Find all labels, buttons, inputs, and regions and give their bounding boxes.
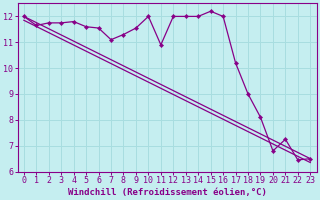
- X-axis label: Windchill (Refroidissement éolien,°C): Windchill (Refroidissement éolien,°C): [68, 188, 267, 197]
